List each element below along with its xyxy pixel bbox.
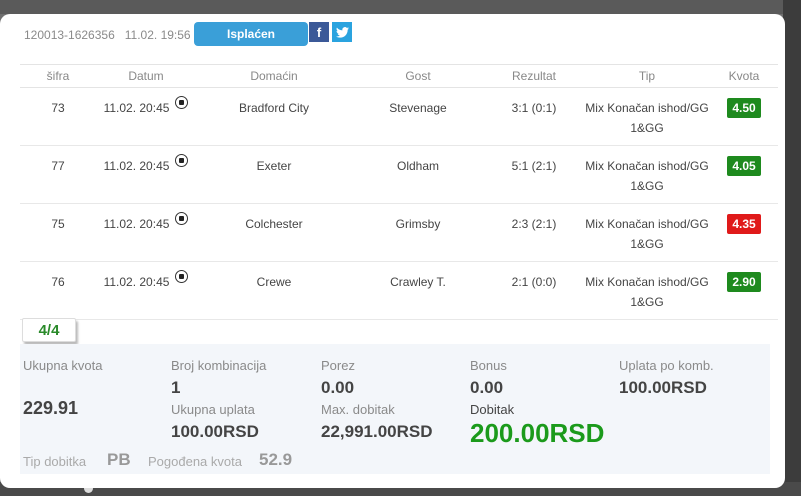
total-odds-value: 229.91 [23, 398, 79, 418]
header-code: šifra [46, 69, 70, 83]
win-value: 200.00RSD [470, 418, 605, 448]
tax-value: 0.00 [321, 378, 355, 397]
win-type-label: Tip dobitka [23, 454, 87, 469]
match-date: 11.02. 20:45 [103, 217, 170, 231]
header-away: Gost [405, 69, 431, 83]
odds-cell: 2.90 [710, 262, 778, 319]
background-page-strip [0, 0, 801, 14]
odds-badge: 4.50 [727, 98, 761, 118]
match-code: 73 [51, 101, 65, 115]
header-home: Domaćin [250, 69, 298, 83]
odds-cell: 4.50 [710, 88, 778, 145]
bet-tip-market: Mix Konačan ishod/GG [585, 101, 709, 115]
total-stake-label: Ukupna uplata [171, 402, 255, 417]
match-date-cell: 11.02. 20:45 [96, 88, 196, 145]
table-row: 73 11.02. 20:45 Bradford City Stevenage … [20, 88, 778, 146]
bet-tip-selection: 1&GG [630, 237, 664, 251]
bet-tip-market: Mix Konačan ishod/GG [585, 217, 709, 231]
hit-odds-value: 52.9 [259, 450, 293, 469]
away-team: Stevenage [389, 101, 447, 115]
background-scroll-area [783, 0, 801, 496]
twitter-bird-icon [335, 26, 349, 38]
bet-tip-selection: 1&GG [630, 121, 664, 135]
header-odds: Kvota [728, 69, 760, 83]
max-win-value: 22,991.00RSD [321, 422, 433, 441]
odds-badge: 4.35 [727, 214, 761, 234]
status-button[interactable]: Isplaćen [194, 22, 308, 46]
combinations-label: Broj kombinacija [171, 358, 267, 373]
match-code: 77 [51, 159, 65, 173]
bet-tip-selection: 1&GG [630, 295, 664, 309]
home-team: Exeter [256, 159, 292, 173]
ticket-id: 120013-1626356 [24, 28, 115, 42]
table-row: 76 11.02. 20:45 Crewe Crawley T. 2:1 (0:… [20, 262, 778, 320]
table-header: šifra Datum Domaćin Gost Rezultat Tip Kv… [20, 64, 778, 88]
ticket-summary: Ukupna kvota 229.91 Broj kombinacija 1 U… [20, 344, 770, 474]
match-date: 11.02. 20:45 [103, 275, 170, 289]
ticket-header: 120013-1626356 11.02. 19:56 [24, 22, 191, 48]
football-icon [175, 154, 189, 167]
total-odds-label: Ukupna kvota [23, 358, 103, 373]
match-date-cell: 11.02. 20:45 [96, 262, 196, 319]
stake-per-combo-value: 100.00RSD [619, 378, 707, 397]
ticket-modal: 120013-1626356 11.02. 19:56 Isplaćen f š… [0, 14, 785, 488]
win-type-value: PB [107, 450, 131, 469]
football-icon [175, 270, 189, 283]
bet-tip: Mix Konačan ishod/GG 1&GG [584, 146, 710, 203]
bonus-value: 0.00 [470, 378, 504, 397]
ball-icon [84, 484, 93, 493]
match-date-cell: 11.02. 20:45 [96, 204, 196, 261]
total-stake-value: 100.00RSD [171, 422, 259, 441]
bonus-label: Bonus [470, 358, 507, 373]
match-result: 2:3 (2:1) [511, 217, 557, 231]
ticket-date: 11.02. 19:56 [124, 28, 191, 42]
facebook-share-icon[interactable]: f [309, 22, 329, 42]
home-team: Crewe [256, 275, 292, 289]
match-code: 75 [51, 217, 65, 231]
max-win-label: Max. dobitak [321, 402, 395, 417]
odds-cell: 4.35 [710, 204, 778, 261]
combinations-value: 1 [171, 378, 181, 397]
bet-tip-market: Mix Konačan ishod/GG [585, 275, 709, 289]
twitter-share-icon[interactable] [332, 22, 352, 42]
bet-tip-selection: 1&GG [630, 179, 664, 193]
match-result: 3:1 (0:1) [511, 101, 557, 115]
odds-badge: 4.05 [727, 156, 761, 176]
win-label: Dobitak [470, 402, 515, 417]
bet-tip: Mix Konačan ishod/GG 1&GG [584, 204, 710, 261]
away-team: Crawley T. [390, 275, 446, 289]
stake-per-combo-label: Uplata po komb. [619, 358, 714, 373]
match-date: 11.02. 20:45 [103, 159, 170, 173]
match-code: 76 [51, 275, 65, 289]
header-date: Datum [128, 69, 164, 83]
table-row: 75 11.02. 20:45 Colchester Grimsby 2:3 (… [20, 204, 778, 262]
odds-badge: 2.90 [727, 272, 761, 292]
match-result: 2:1 (0:0) [511, 275, 557, 289]
tax-label: Porez [321, 358, 355, 373]
away-team: Oldham [396, 159, 440, 173]
match-result: 5:1 (2:1) [511, 159, 557, 173]
away-team: Grimsby [395, 217, 441, 231]
matches-table: šifra Datum Domaćin Gost Rezultat Tip Kv… [20, 64, 778, 320]
home-team: Bradford City [238, 101, 310, 115]
bet-tip-market: Mix Konačan ishod/GG [585, 159, 709, 173]
bet-tip: Mix Konačan ishod/GG 1&GG [584, 88, 710, 145]
header-result: Rezultat [511, 69, 557, 83]
table-row: 77 11.02. 20:45 Exeter Oldham 5:1 (2:1) … [20, 146, 778, 204]
hit-odds-label: Pogođena kvota [148, 454, 242, 469]
match-date: 11.02. 20:45 [103, 101, 170, 115]
hits-count-tab[interactable]: 4/4 [22, 318, 76, 342]
football-icon [175, 96, 189, 109]
home-team: Colchester [245, 217, 303, 231]
bet-tip: Mix Konačan ishod/GG 1&GG [584, 262, 710, 319]
odds-cell: 4.05 [710, 146, 778, 203]
match-date-cell: 11.02. 20:45 [96, 146, 196, 203]
header-tip: Tip [638, 69, 656, 83]
football-icon [175, 212, 189, 225]
